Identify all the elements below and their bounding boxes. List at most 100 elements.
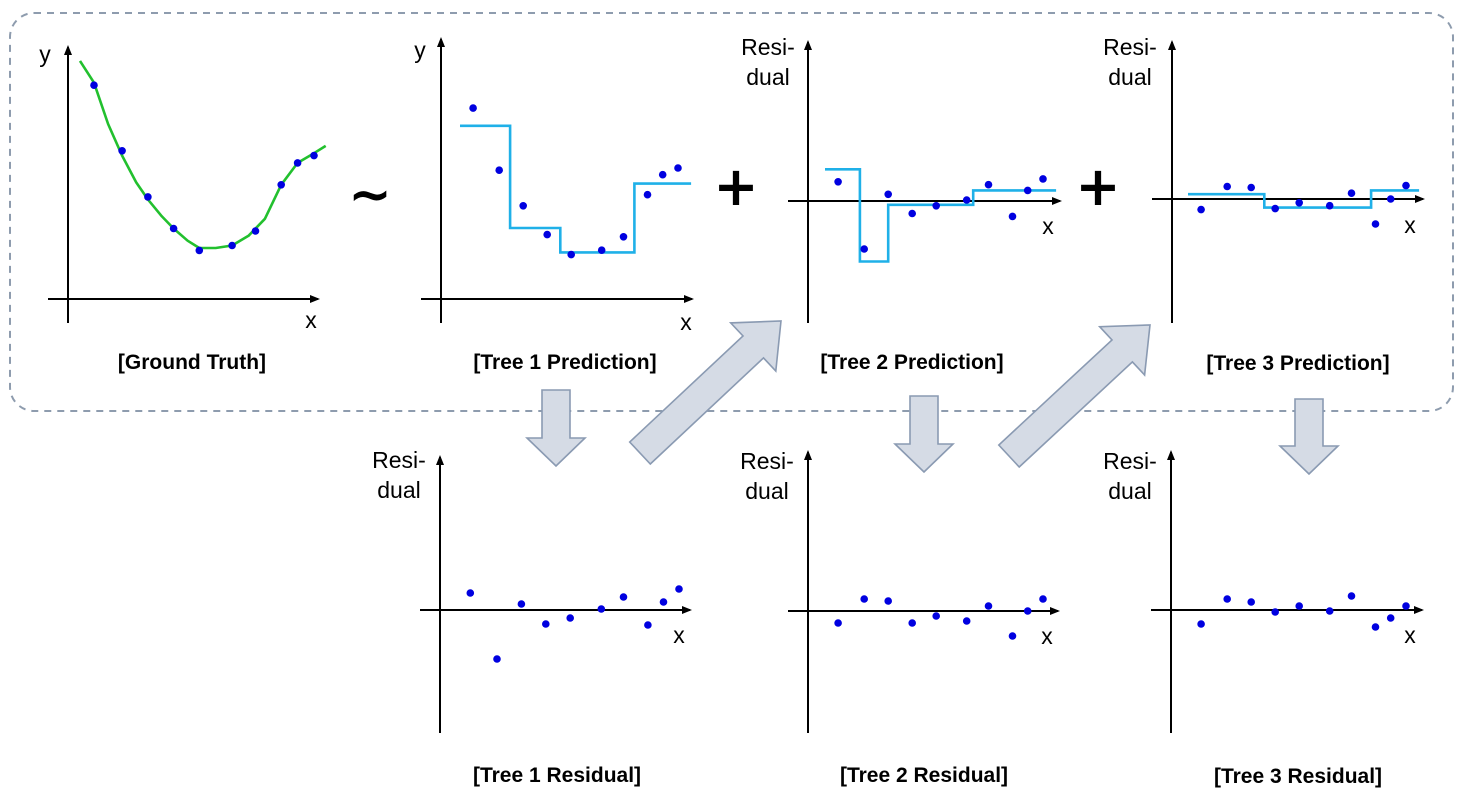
data-point: [195, 246, 204, 255]
data-point: [962, 196, 971, 204]
data-point: [597, 605, 606, 613]
data-point: [597, 246, 606, 254]
data-point: [984, 180, 993, 189]
data-point: [962, 617, 971, 625]
data-point: [658, 170, 667, 179]
data-point: [293, 159, 302, 167]
data-point: [542, 620, 550, 628]
x-axis-label: x: [1042, 213, 1054, 239]
approx-operator: ~: [348, 165, 392, 225]
data-point: [1023, 607, 1032, 615]
data-point: [144, 193, 152, 201]
data-point: [1386, 614, 1395, 622]
tree-1-prediction-caption: [Tree 1 Prediction]: [473, 351, 656, 374]
tree-prediction-steps: [1188, 189, 1420, 209]
tree-2-prediction-caption: [Tree 2 Prediction]: [820, 351, 1003, 374]
x-axis-label: x: [673, 622, 685, 648]
data-point: [1197, 205, 1205, 214]
data-point: [675, 585, 683, 593]
data-point: [1325, 201, 1334, 210]
data-point: [90, 81, 98, 89]
data-point: [1247, 598, 1255, 606]
data-point: [1271, 608, 1279, 616]
tree-3-prediction-panel: Resi-dual x [Tree 3 Prediction]: [1103, 34, 1425, 375]
x-axis-label: x: [305, 307, 317, 333]
data-point: [834, 619, 842, 627]
x-axis-label: x: [1041, 623, 1053, 649]
tree-2-residual-caption: [Tree 2 Residual]: [840, 764, 1008, 787]
data-point: [469, 104, 477, 112]
y-axis-label: Resi-dual: [1103, 34, 1157, 90]
data-point: [517, 600, 526, 608]
diagonal-arrow-to-tree-3: [997, 324, 1151, 469]
ground-truth-panel: y x [Ground Truth]: [39, 41, 327, 374]
down-arrow-tree-1: [525, 389, 587, 468]
x-axis-label: x: [680, 309, 692, 335]
data-point: [1295, 602, 1303, 610]
data-point: [674, 164, 682, 172]
tree-2-prediction-panel: Resi-dual x [Tree 2 Prediction]: [741, 34, 1062, 374]
data-point: [566, 614, 574, 622]
tree-prediction-steps: [460, 124, 692, 254]
data-point: [1223, 595, 1231, 603]
x-axis-label: x: [1404, 212, 1416, 238]
data-point: [984, 602, 993, 610]
data-point: [495, 166, 504, 174]
data-point: [860, 245, 868, 253]
data-point: [493, 655, 501, 663]
data-point: [118, 147, 126, 155]
data-point: [659, 598, 668, 606]
data-point: [1197, 620, 1205, 628]
data-point: [1008, 212, 1017, 221]
y-axis-label: y: [414, 37, 426, 63]
diagonal-arrow-to-tree-2: [628, 320, 782, 466]
data-point: [1295, 199, 1303, 207]
data-point: [519, 202, 527, 210]
data-point: [1023, 186, 1032, 195]
data-point: [1402, 602, 1410, 610]
y-axis-label: Resi-dual: [372, 447, 426, 503]
tree-2-residual-panel: Resi-dual x [Tree 2 Residual]: [740, 448, 1060, 787]
data-point: [884, 190, 892, 199]
data-point: [277, 181, 286, 189]
data-point: [1039, 595, 1047, 603]
data-point: [310, 151, 318, 160]
ground-truth-curve: [78, 60, 327, 250]
down-arrow-tree-3: [1278, 398, 1340, 476]
y-axis-label: Resi-dual: [1103, 448, 1157, 504]
data-point: [908, 209, 916, 218]
tree-1-residual-panel: Resi-dual x [Tree 1 Residual]: [372, 447, 692, 787]
data-point: [1325, 607, 1334, 615]
data-point: [932, 612, 940, 620]
tree-3-prediction-caption: [Tree 3 Prediction]: [1206, 352, 1389, 375]
data-point: [543, 230, 551, 239]
data-point: [1371, 623, 1380, 631]
data-point: [860, 595, 868, 603]
y-axis-label: y: [39, 41, 51, 67]
data-point: [466, 589, 475, 597]
data-point: [1347, 189, 1356, 197]
data-point: [1371, 220, 1380, 228]
data-point: [619, 233, 628, 241]
data-point: [834, 178, 842, 186]
data-point: [1223, 182, 1231, 191]
ground-truth-caption: [Ground Truth]: [118, 351, 266, 374]
data-point: [567, 250, 575, 259]
y-axis-label: Resi-dual: [741, 34, 795, 90]
data-point: [169, 224, 178, 233]
tree-1-prediction-panel: y x [Tree 1 Prediction]: [414, 37, 694, 374]
data-point: [251, 227, 260, 235]
tree-1-residual-caption: [Tree 1 Residual]: [473, 764, 641, 787]
data-point: [1271, 204, 1279, 213]
plus-operator-1: +: [713, 155, 758, 218]
data-point: [884, 597, 892, 605]
data-point: [1347, 592, 1356, 600]
y-axis-label: Resi-dual: [740, 448, 794, 504]
data-point: [644, 621, 652, 629]
tree-3-residual-panel: Resi-dual x [Tree 3 Residual]: [1103, 448, 1424, 788]
data-point: [932, 202, 940, 210]
plus-operator-2: +: [1075, 155, 1120, 218]
data-point: [228, 241, 236, 250]
data-point: [1386, 195, 1395, 203]
